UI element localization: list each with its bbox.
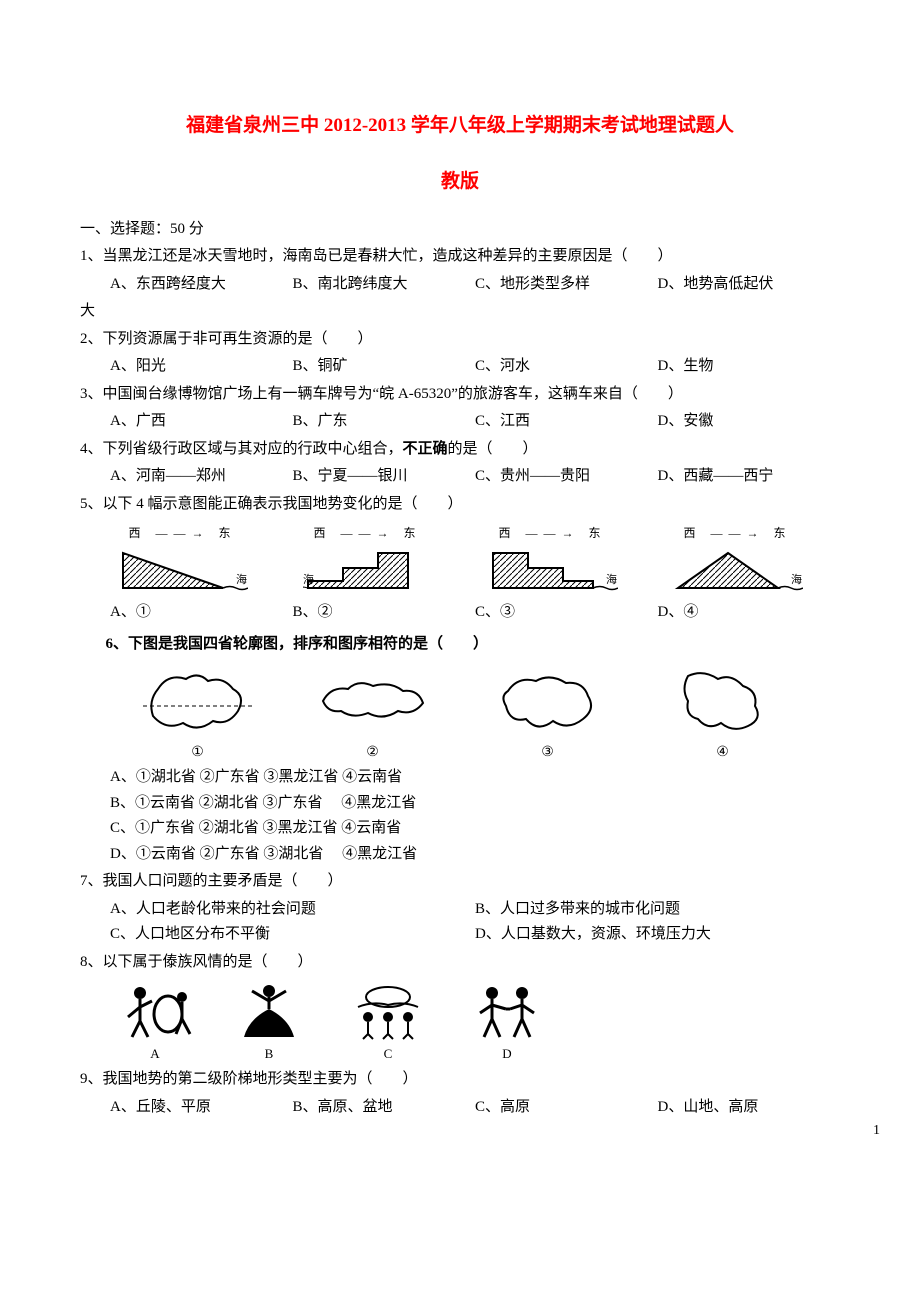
q5-fig-4: 西 ——→ 东 海 — [673, 523, 803, 598]
q7-opt-b: B、人口过多带来的城市化问题 — [475, 897, 840, 923]
q5-options: A、① B、② C、③ D、④ — [80, 600, 840, 626]
q7-opt-a: A、人口老龄化带来的社会问题 — [110, 897, 475, 923]
question-3: 3、中国闽台缘博物馆广场上有一辆车牌号为“皖 A-65320”的旅游客车，这辆车… — [80, 382, 840, 408]
q4-options: A、河南——郑州 B、宁夏——银川 C、贵州——贵阳 D、西藏——西宁 — [80, 464, 840, 490]
page-number: 1 — [873, 1119, 880, 1143]
q2-opt-a: A、阳光 — [110, 354, 293, 380]
q2-options: A、阳光 B、铜矿 C、河水 D、生物 — [80, 354, 840, 380]
q8-lbl-b: B — [224, 1043, 314, 1065]
q3-opt-c: C、江西 — [475, 409, 658, 435]
q5-opt-a: A、① — [110, 600, 293, 626]
q1-stem: 1、当黑龙江还是冰天雪地时，海南岛已是春耕大忙，造成这种差异的主要原因是（ ） — [80, 248, 673, 264]
q6-lbl-4: ④ — [716, 741, 729, 765]
q5-opt-b: B、② — [293, 600, 476, 626]
q4-opt-c: C、贵州——贵阳 — [475, 464, 658, 490]
exam-page: 福建省泉州三中 2012-2013 学年八年级上学期期末考试地理试题人 教版 一… — [0, 0, 920, 1160]
question-6: 6、下图是我国四省轮廓图，排序和图序相符的是（ ） — [80, 632, 840, 658]
doc-title-line1: 福建省泉州三中 2012-2013 学年八年级上学期期末考试地理试题人 — [80, 110, 840, 142]
svg-text:海: 海 — [791, 572, 802, 586]
q8-fig-a: A — [110, 979, 200, 1065]
q9-opt-d: D、山地、高原 — [658, 1095, 841, 1121]
q6-options: A、①湖北省 ②广东省 ③黑龙江省 ④云南省 B、①云南省 ②湖北省 ③广东省 … — [80, 765, 840, 867]
q8-figures: A B C — [80, 979, 840, 1065]
province-outline-1 — [138, 661, 258, 741]
province-outline-2 — [313, 661, 433, 741]
q9-opt-a: A、丘陵、平原 — [110, 1095, 293, 1121]
question-8: 8、以下属于傣族风情的是（ ） — [80, 950, 840, 976]
q5-fig-2: 西 ——→ 东 海 — [303, 523, 433, 598]
q5-figures: 西 ——→ 东 海 西 ——→ 东 海 西 ——→ 东 — [80, 523, 840, 598]
q8-fig-c: C — [338, 979, 438, 1065]
question-1: 1、当黑龙江还是冰天雪地时，海南岛已是春耕大忙，造成这种差异的主要原因是（ ） — [80, 244, 840, 270]
q1-opt-a: A、东西跨经度大 — [110, 272, 293, 298]
q5-opt-c: C、③ — [475, 600, 658, 626]
q8-lbl-c: C — [338, 1043, 438, 1065]
q4-stem-bold: 不正确 — [403, 441, 448, 457]
q7-opt-c: C、人口地区分布不平衡 — [110, 922, 475, 948]
q2-opt-d: D、生物 — [658, 354, 841, 380]
q8-fig-d: D — [462, 979, 552, 1065]
question-7: 7、我国人口问题的主要矛盾是（ ） — [80, 869, 840, 895]
q9-opt-b: B、高原、盆地 — [293, 1095, 476, 1121]
province-outline-4 — [663, 661, 783, 741]
section-heading: 一、选择题：50 分 — [80, 217, 840, 243]
q1-opt-b: B、南北跨纬度大 — [293, 272, 476, 298]
q8-lbl-a: A — [110, 1043, 200, 1065]
q6-opt-b: B、①云南省 ②湖北省 ③广东省 ④黑龙江省 — [110, 791, 840, 817]
q8-fig-b: B — [224, 979, 314, 1065]
question-4: 4、下列省级行政区域与其对应的行政中心组合，不正确的是（ ） — [80, 437, 840, 463]
q3-opt-b: B、广东 — [293, 409, 476, 435]
q1-options: A、东西跨经度大 B、南北跨纬度大 C、地形类型多样 D、地势高低起伏 — [80, 272, 840, 298]
q5-fig-3: 西 ——→ 东 海 — [488, 523, 618, 598]
q6-opt-a: A、①湖北省 ②广东省 ③黑龙江省 ④云南省 — [110, 765, 840, 791]
q6-lbl-3: ③ — [541, 741, 554, 765]
q5-fig3-dir: 西 ——→ 东 — [488, 523, 618, 543]
q1-opt-d-cont: 大 — [80, 299, 840, 325]
q3-options: A、广西 B、广东 C、江西 D、安徽 — [80, 409, 840, 435]
q6-opt-d: D、①云南省 ②广东省 ③湖北省 ④黑龙江省 — [110, 842, 840, 868]
q5-fig1-dir: 西 ——→ 东 — [118, 523, 248, 543]
q6-lbl-2: ② — [366, 741, 379, 765]
question-5: 5、以下 4 幅示意图能正确表示我国地势变化的是（ ） — [80, 492, 840, 518]
q5-fig2-dir: 西 ——→ 东 — [303, 523, 433, 543]
q9-opt-c: C、高原 — [475, 1095, 658, 1121]
q9-options: A、丘陵、平原 B、高原、盆地 C、高原 D、山地、高原 — [80, 1095, 840, 1121]
q6-opt-c: C、①广东省 ②湖北省 ③黑龙江省 ④云南省 — [110, 816, 840, 842]
q4-stem-post: 的是（ ） — [448, 441, 538, 457]
svg-text:海: 海 — [606, 572, 617, 586]
doc-title-line2: 教版 — [80, 166, 840, 198]
q5-fig-1: 西 ——→ 东 海 — [118, 523, 248, 598]
q6-lbl-1: ① — [191, 741, 204, 765]
q2-opt-c: C、河水 — [475, 354, 658, 380]
q1-opt-d: D、地势高低起伏 — [658, 272, 841, 298]
q4-opt-d: D、西藏——西宁 — [658, 464, 841, 490]
q4-opt-b: B、宁夏——银川 — [293, 464, 476, 490]
q5-fig4-dir: 西 ——→ 东 — [673, 523, 803, 543]
q5-opt-d: D、④ — [658, 600, 841, 626]
question-9: 9、我国地势的第二级阶梯地形类型主要为（ ） — [80, 1067, 840, 1093]
svg-text:海: 海 — [303, 572, 314, 586]
q4-stem-pre: 4、下列省级行政区域与其对应的行政中心组合， — [80, 441, 403, 457]
q3-opt-a: A、广西 — [110, 409, 293, 435]
q7-options: A、人口老龄化带来的社会问题 B、人口过多带来的城市化问题 C、人口地区分布不平… — [80, 897, 840, 948]
q3-opt-d: D、安徽 — [658, 409, 841, 435]
q4-opt-a: A、河南——郑州 — [110, 464, 293, 490]
q6-fig-labels: ① ② ③ ④ — [80, 741, 840, 765]
province-outline-3 — [488, 661, 608, 741]
q8-lbl-d: D — [462, 1043, 552, 1065]
q6-figures — [80, 661, 840, 741]
q7-opt-d: D、人口基数大，资源、环境压力大 — [475, 922, 840, 948]
sea-label: 海 — [236, 572, 247, 586]
q2-opt-b: B、铜矿 — [293, 354, 476, 380]
q1-opt-c: C、地形类型多样 — [475, 272, 658, 298]
question-2: 2、下列资源属于非可再生资源的是（ ） — [80, 327, 840, 353]
